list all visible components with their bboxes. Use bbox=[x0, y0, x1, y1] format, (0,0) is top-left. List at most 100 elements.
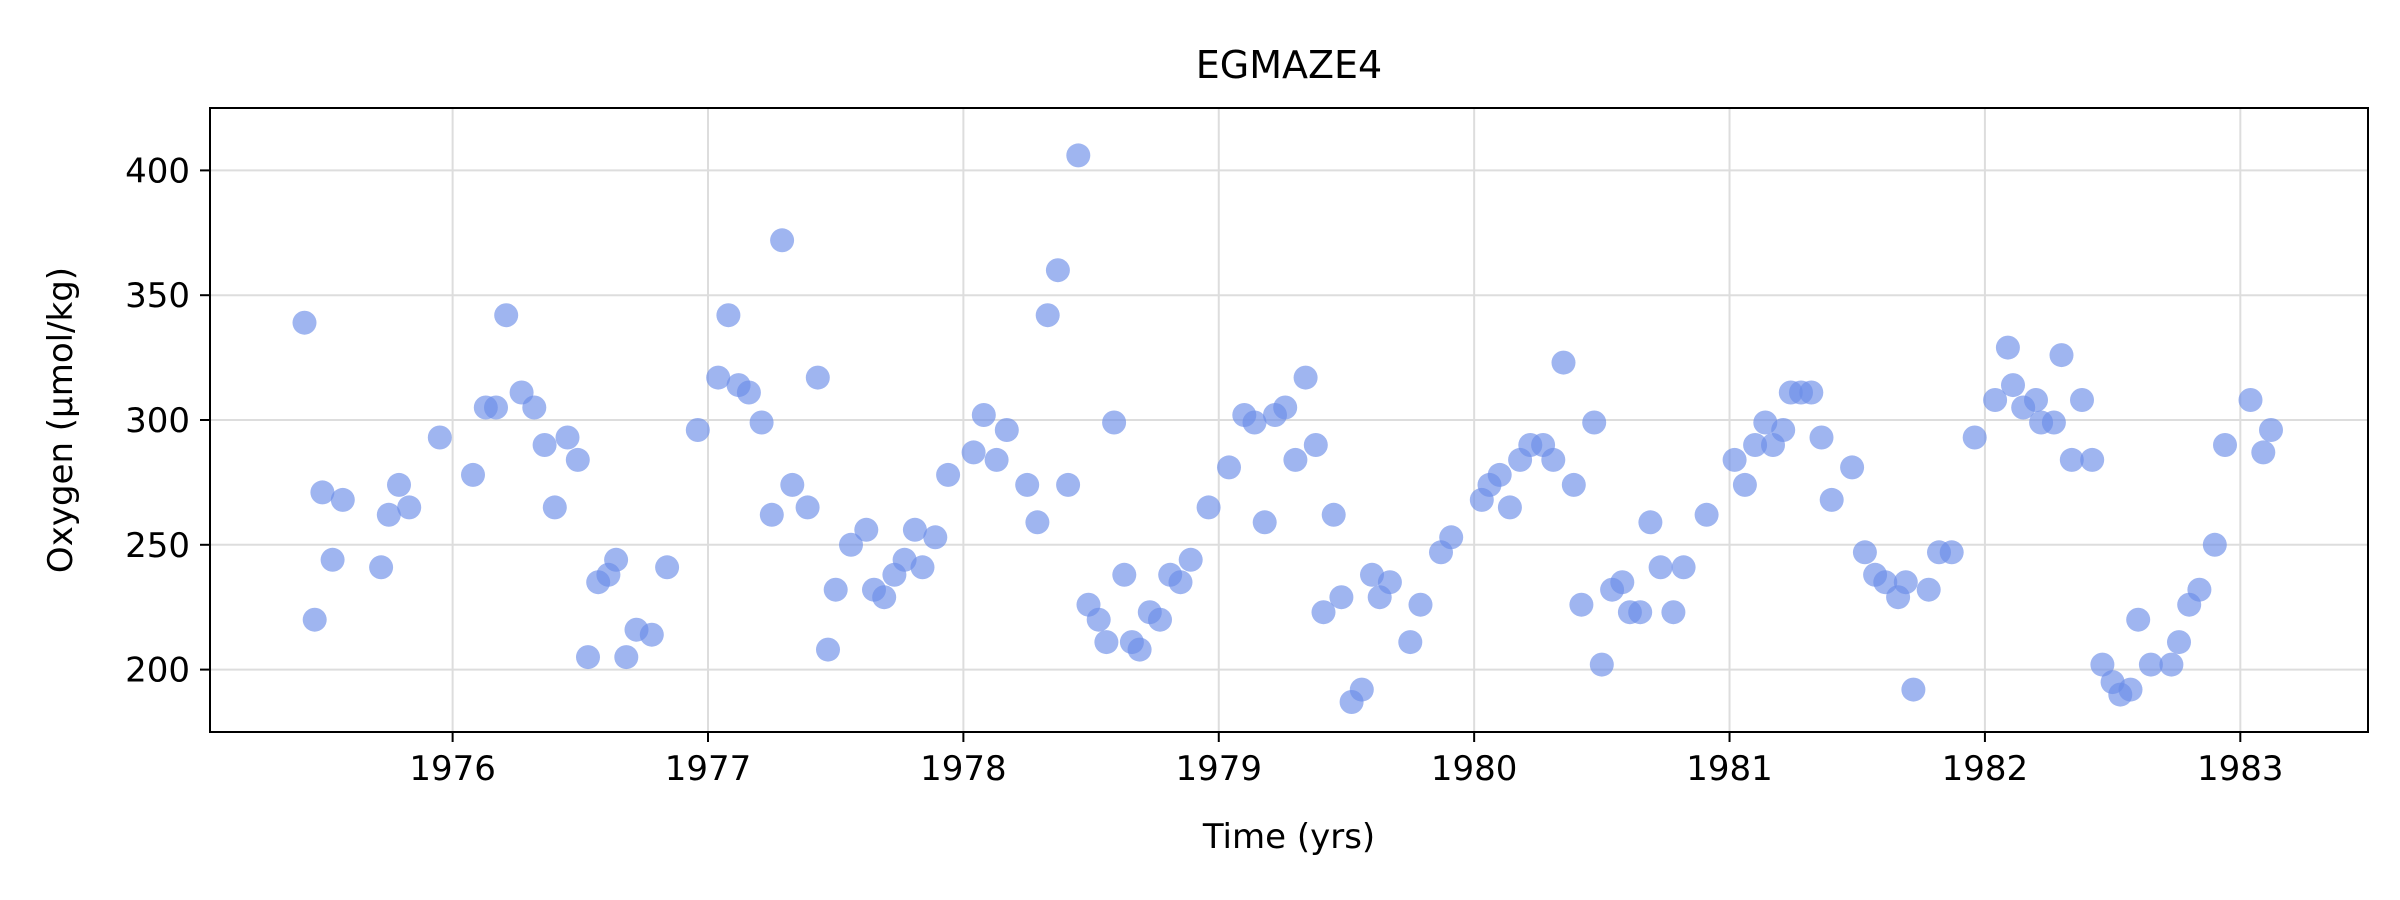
data-point bbox=[736, 380, 761, 405]
data-point bbox=[1398, 630, 1423, 655]
data-point bbox=[795, 495, 820, 520]
data-point bbox=[1168, 570, 1193, 595]
x-axis-ticks: 1976 1977 1978 1979 1980 1981 1982 1983 bbox=[409, 732, 2284, 789]
data-point bbox=[2059, 447, 2084, 472]
data-point bbox=[759, 502, 784, 527]
data-point bbox=[984, 447, 1009, 472]
data-point bbox=[1217, 455, 1241, 480]
data-point bbox=[2259, 418, 2283, 442]
data-point bbox=[1840, 455, 1865, 480]
data-point bbox=[397, 495, 422, 520]
data-point bbox=[1408, 592, 1433, 617]
data-point bbox=[1178, 547, 1203, 572]
data-point bbox=[1349, 677, 1374, 702]
data-point bbox=[1648, 555, 1673, 580]
x-tick-label: 1983 bbox=[2197, 749, 2284, 789]
data-point bbox=[1852, 540, 1877, 565]
data-point bbox=[2238, 388, 2263, 412]
data-point bbox=[1569, 592, 1594, 617]
data-point bbox=[902, 517, 927, 542]
data-point bbox=[1311, 600, 1336, 625]
data-point bbox=[780, 472, 805, 497]
data-point bbox=[576, 645, 600, 670]
data-point bbox=[854, 517, 879, 542]
data-point bbox=[816, 637, 840, 662]
data-point bbox=[2001, 373, 2025, 398]
data-point bbox=[2024, 388, 2048, 412]
data-point bbox=[310, 480, 335, 505]
data-point bbox=[716, 303, 741, 328]
data-point bbox=[1487, 462, 1512, 487]
data-point bbox=[1799, 380, 1824, 405]
data-point bbox=[910, 555, 935, 580]
data-point bbox=[1497, 495, 1522, 520]
data-point bbox=[1148, 607, 1172, 632]
data-point bbox=[1628, 600, 1653, 625]
data-point bbox=[522, 395, 547, 420]
data-point bbox=[2118, 677, 2143, 702]
data-point bbox=[1196, 495, 1221, 520]
data-point bbox=[823, 577, 848, 602]
y-tick-label: 350 bbox=[125, 276, 190, 316]
data-point bbox=[1819, 487, 1844, 512]
data-point bbox=[1035, 303, 1060, 328]
data-point bbox=[770, 228, 795, 253]
data-point bbox=[961, 440, 986, 465]
data-point bbox=[1732, 472, 1757, 497]
data-point bbox=[2041, 410, 2066, 435]
data-point bbox=[1995, 335, 2020, 360]
y-tick-label: 250 bbox=[125, 526, 190, 566]
y-tick-label: 200 bbox=[125, 651, 190, 691]
data-point bbox=[1610, 570, 1635, 595]
data-point bbox=[1771, 418, 1796, 442]
data-point bbox=[872, 585, 897, 610]
data-point bbox=[2070, 388, 2094, 412]
data-point bbox=[1066, 143, 1091, 168]
x-tick-label: 1978 bbox=[920, 749, 1007, 789]
data-point bbox=[1541, 447, 1566, 472]
data-point bbox=[1582, 410, 1607, 435]
data-point bbox=[2167, 630, 2191, 655]
data-point bbox=[1939, 540, 1964, 565]
data-point bbox=[320, 547, 345, 572]
data-point bbox=[2049, 343, 2074, 368]
data-point bbox=[994, 418, 1019, 442]
data-point bbox=[749, 410, 774, 435]
data-point bbox=[1127, 637, 1152, 662]
x-axis-label: Time (yrs) bbox=[1202, 817, 1375, 857]
x-tick-label: 1979 bbox=[1176, 749, 1263, 789]
data-point bbox=[2202, 532, 2227, 557]
data-point bbox=[936, 462, 961, 487]
data-point bbox=[1893, 570, 1918, 595]
data-point bbox=[1283, 447, 1308, 472]
x-tick-label: 1981 bbox=[1686, 749, 1773, 789]
data-point bbox=[839, 532, 863, 557]
data-point bbox=[1112, 562, 1137, 587]
data-point bbox=[923, 525, 948, 550]
x-tick-label: 1980 bbox=[1431, 749, 1518, 789]
data-point bbox=[1551, 350, 1576, 375]
data-point bbox=[1293, 365, 1318, 390]
grid-lines bbox=[210, 108, 2368, 732]
y-tick-label: 300 bbox=[125, 401, 190, 441]
data-point bbox=[1094, 630, 1119, 655]
y-axis-ticks: 200 250 300 350 400 bbox=[125, 151, 210, 691]
chart-title: EGMAZE4 bbox=[1196, 43, 1382, 87]
data-point bbox=[706, 365, 731, 390]
x-tick-label: 1977 bbox=[665, 749, 752, 789]
data-point bbox=[1809, 425, 1834, 450]
data-point bbox=[1561, 472, 1586, 497]
data-point bbox=[484, 395, 508, 420]
data-point bbox=[1303, 433, 1328, 457]
data-point bbox=[427, 425, 452, 450]
data-point bbox=[2090, 652, 2115, 677]
data-point bbox=[2126, 607, 2151, 632]
data-point bbox=[1045, 258, 1070, 283]
x-tick-label: 1982 bbox=[1942, 749, 2029, 789]
data-point bbox=[655, 555, 680, 580]
y-axis-label: Oxygen (µmol/kg) bbox=[41, 267, 81, 573]
data-point bbox=[1589, 652, 1614, 677]
x-tick-label: 1976 bbox=[409, 749, 496, 789]
